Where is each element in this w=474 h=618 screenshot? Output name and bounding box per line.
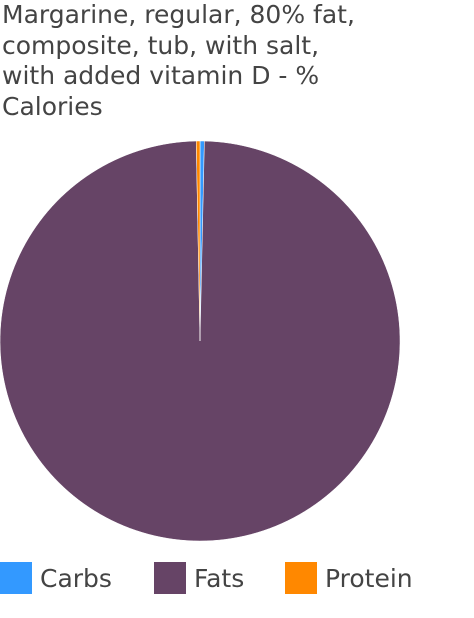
legend-item-protein: Protein [285, 560, 413, 596]
legend-swatch-carbs [0, 562, 32, 594]
legend-item-carbs: Carbs [0, 560, 112, 596]
legend-label-carbs: Carbs [40, 563, 112, 593]
pie-slice-protein [195, 140, 201, 342]
legend-swatch-protein [285, 562, 317, 594]
chart-legend: Carbs Fats Protein [0, 560, 474, 596]
chart-title: Margarine, regular, 80% fat, composite, … [2, 0, 355, 121]
legend-item-fats: Fats [154, 560, 244, 596]
legend-swatch-fats [154, 562, 186, 594]
legend-label-fats: Fats [194, 563, 245, 593]
pie-slice-fats [0, 140, 401, 542]
pie-slices [0, 140, 401, 542]
legend-label-protein: Protein [325, 563, 413, 593]
